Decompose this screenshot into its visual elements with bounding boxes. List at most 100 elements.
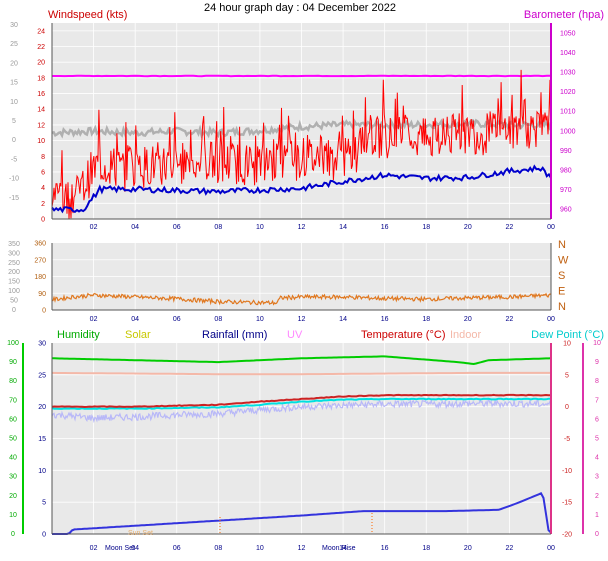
x-tick-label: 18	[422, 316, 430, 323]
wind-outer-tick: -5	[11, 156, 17, 163]
direction-tick: 270	[34, 257, 46, 264]
indoor-line	[51, 371, 551, 376]
wind-outer-tick: 25	[10, 41, 18, 48]
temperature-tick: 10	[563, 341, 571, 348]
rainfall-line	[52, 492, 552, 535]
temperature-tick: -10	[562, 468, 572, 475]
x-tick-label: 18	[422, 545, 430, 552]
humidity-tick: 40	[9, 455, 17, 462]
rain-tick: 5	[42, 500, 46, 507]
direction-outer-tick: 150	[8, 279, 20, 286]
compass-label: W	[558, 255, 569, 267]
baro-tick: 970	[560, 187, 572, 194]
climate-grid	[52, 343, 551, 534]
x-tick-label: 14	[339, 545, 347, 552]
x-tick-label: 12	[298, 545, 306, 552]
legend-dewpoint: Dew Point (°C)	[531, 329, 604, 341]
legend-rainfall: Rainfall (mm)	[202, 329, 267, 341]
windspeed-label: Windspeed (kts)	[48, 9, 127, 21]
x-tick-label: 22	[506, 224, 514, 231]
wind-outer-tick: -15	[9, 195, 19, 202]
apparent-temp-line	[51, 398, 552, 424]
x-tick-label: 02	[90, 316, 98, 323]
uv-tick: 1	[595, 512, 599, 519]
wind-outer-tick: 5	[12, 118, 16, 125]
wind-y-tick: 2	[41, 201, 45, 208]
humidity-tick: 80	[9, 378, 17, 385]
legend-solar: Solar	[125, 329, 151, 341]
uv-tick: 2	[595, 493, 599, 500]
humidity-tick: 70	[9, 397, 17, 404]
uv-tick: 8	[595, 378, 599, 385]
temperature-tick: 0	[565, 404, 569, 411]
x-tick-label: 18	[422, 224, 430, 231]
temperature-tick: -5	[564, 436, 570, 443]
wind-outer-tick: 10	[10, 99, 18, 106]
direction-outer-tick: 0	[12, 307, 16, 314]
climate-legend: Humidity Solar Rainfall (mm) UV Temperat…	[57, 329, 604, 341]
wind-y-tick: 8	[41, 154, 45, 161]
uv-tick: 4	[595, 455, 599, 462]
temperature-tick: -20	[562, 532, 572, 539]
direction-tick: 360	[34, 241, 46, 248]
humidity-tick: 20	[9, 493, 17, 500]
uv-tick: 3	[595, 474, 599, 481]
rain-tick: 20	[38, 404, 46, 411]
wind-ticks: 242220181614121086420302520151050-5-10-1…	[9, 22, 576, 231]
wind-y-tick: 18	[37, 75, 45, 82]
x-tick-label: 06	[173, 545, 181, 552]
wind-y-tick: 12	[37, 122, 45, 129]
x-tick-label: 20	[464, 224, 472, 231]
x-tick-label: 16	[381, 224, 389, 231]
direction-outer-tick: 250	[8, 260, 20, 267]
wind-y-tick: 0	[41, 217, 45, 224]
direction-grid	[52, 243, 551, 310]
rain-tick: 15	[38, 436, 46, 443]
humidity-tick: 30	[9, 474, 17, 481]
temperature-line	[51, 393, 552, 409]
moon-set-label: Moon Set	[105, 545, 135, 552]
direction-ticks: 360270180900350300250200150100500NWSEN02…	[8, 239, 569, 323]
baro-tick: 1010	[560, 109, 576, 116]
wind-y-tick: 14	[37, 107, 45, 114]
x-tick-label: 08	[214, 545, 222, 552]
rain-tick: 30	[38, 341, 46, 348]
wind-y-tick: 16	[37, 91, 45, 98]
wind-outer-tick: -10	[9, 176, 19, 183]
graph-title: 24 hour graph day : 04 December 2022	[204, 2, 396, 14]
rain-tick: 25	[38, 372, 46, 379]
uv-tick: 9	[595, 359, 599, 366]
uv-tick: 7	[595, 397, 599, 404]
climate-series	[51, 355, 552, 535]
wind-baro-panel: Windspeed (kts) Barometer (hpa) 24222018…	[9, 9, 604, 231]
direction-outer-tick: 50	[10, 297, 18, 304]
uv-tick: 10	[593, 340, 601, 347]
rain-tick: 10	[38, 468, 46, 475]
direction-outer-tick: 350	[8, 241, 20, 248]
wind-series	[51, 69, 553, 220]
dewpoint-line	[51, 397, 551, 410]
humidity-tick: 0	[11, 531, 15, 538]
x-tick-label: 10	[256, 224, 264, 231]
moon-rise-label: Moon Rise	[322, 545, 356, 552]
x-tick-label: 06	[173, 316, 181, 323]
x-tick-label: 04	[131, 224, 139, 231]
wind-outer-tick: 15	[10, 80, 18, 87]
x-tick-label: 08	[214, 316, 222, 323]
climate-ticks: 30252015105010090807060504030201001050-5…	[7, 340, 601, 552]
direction-tick: 90	[38, 291, 46, 298]
wind-y-tick: 4	[41, 185, 45, 192]
humidity-tick: 90	[9, 359, 17, 366]
rain-tick: 0	[42, 532, 46, 539]
wind-y-tick: 20	[37, 60, 45, 67]
uv-tick: 0	[595, 531, 599, 538]
direction-outer-tick: 300	[8, 250, 20, 257]
humidity-tick: 50	[9, 436, 17, 443]
x-tick-label: 14	[339, 316, 347, 323]
wind-y-tick: 24	[37, 28, 45, 35]
x-tick-label: 10	[256, 545, 264, 552]
x-tick-label: 12	[298, 224, 306, 231]
temperature-tick: -15	[562, 500, 572, 507]
direction-tick: 0	[42, 308, 46, 315]
x-tick-label: 16	[381, 316, 389, 323]
